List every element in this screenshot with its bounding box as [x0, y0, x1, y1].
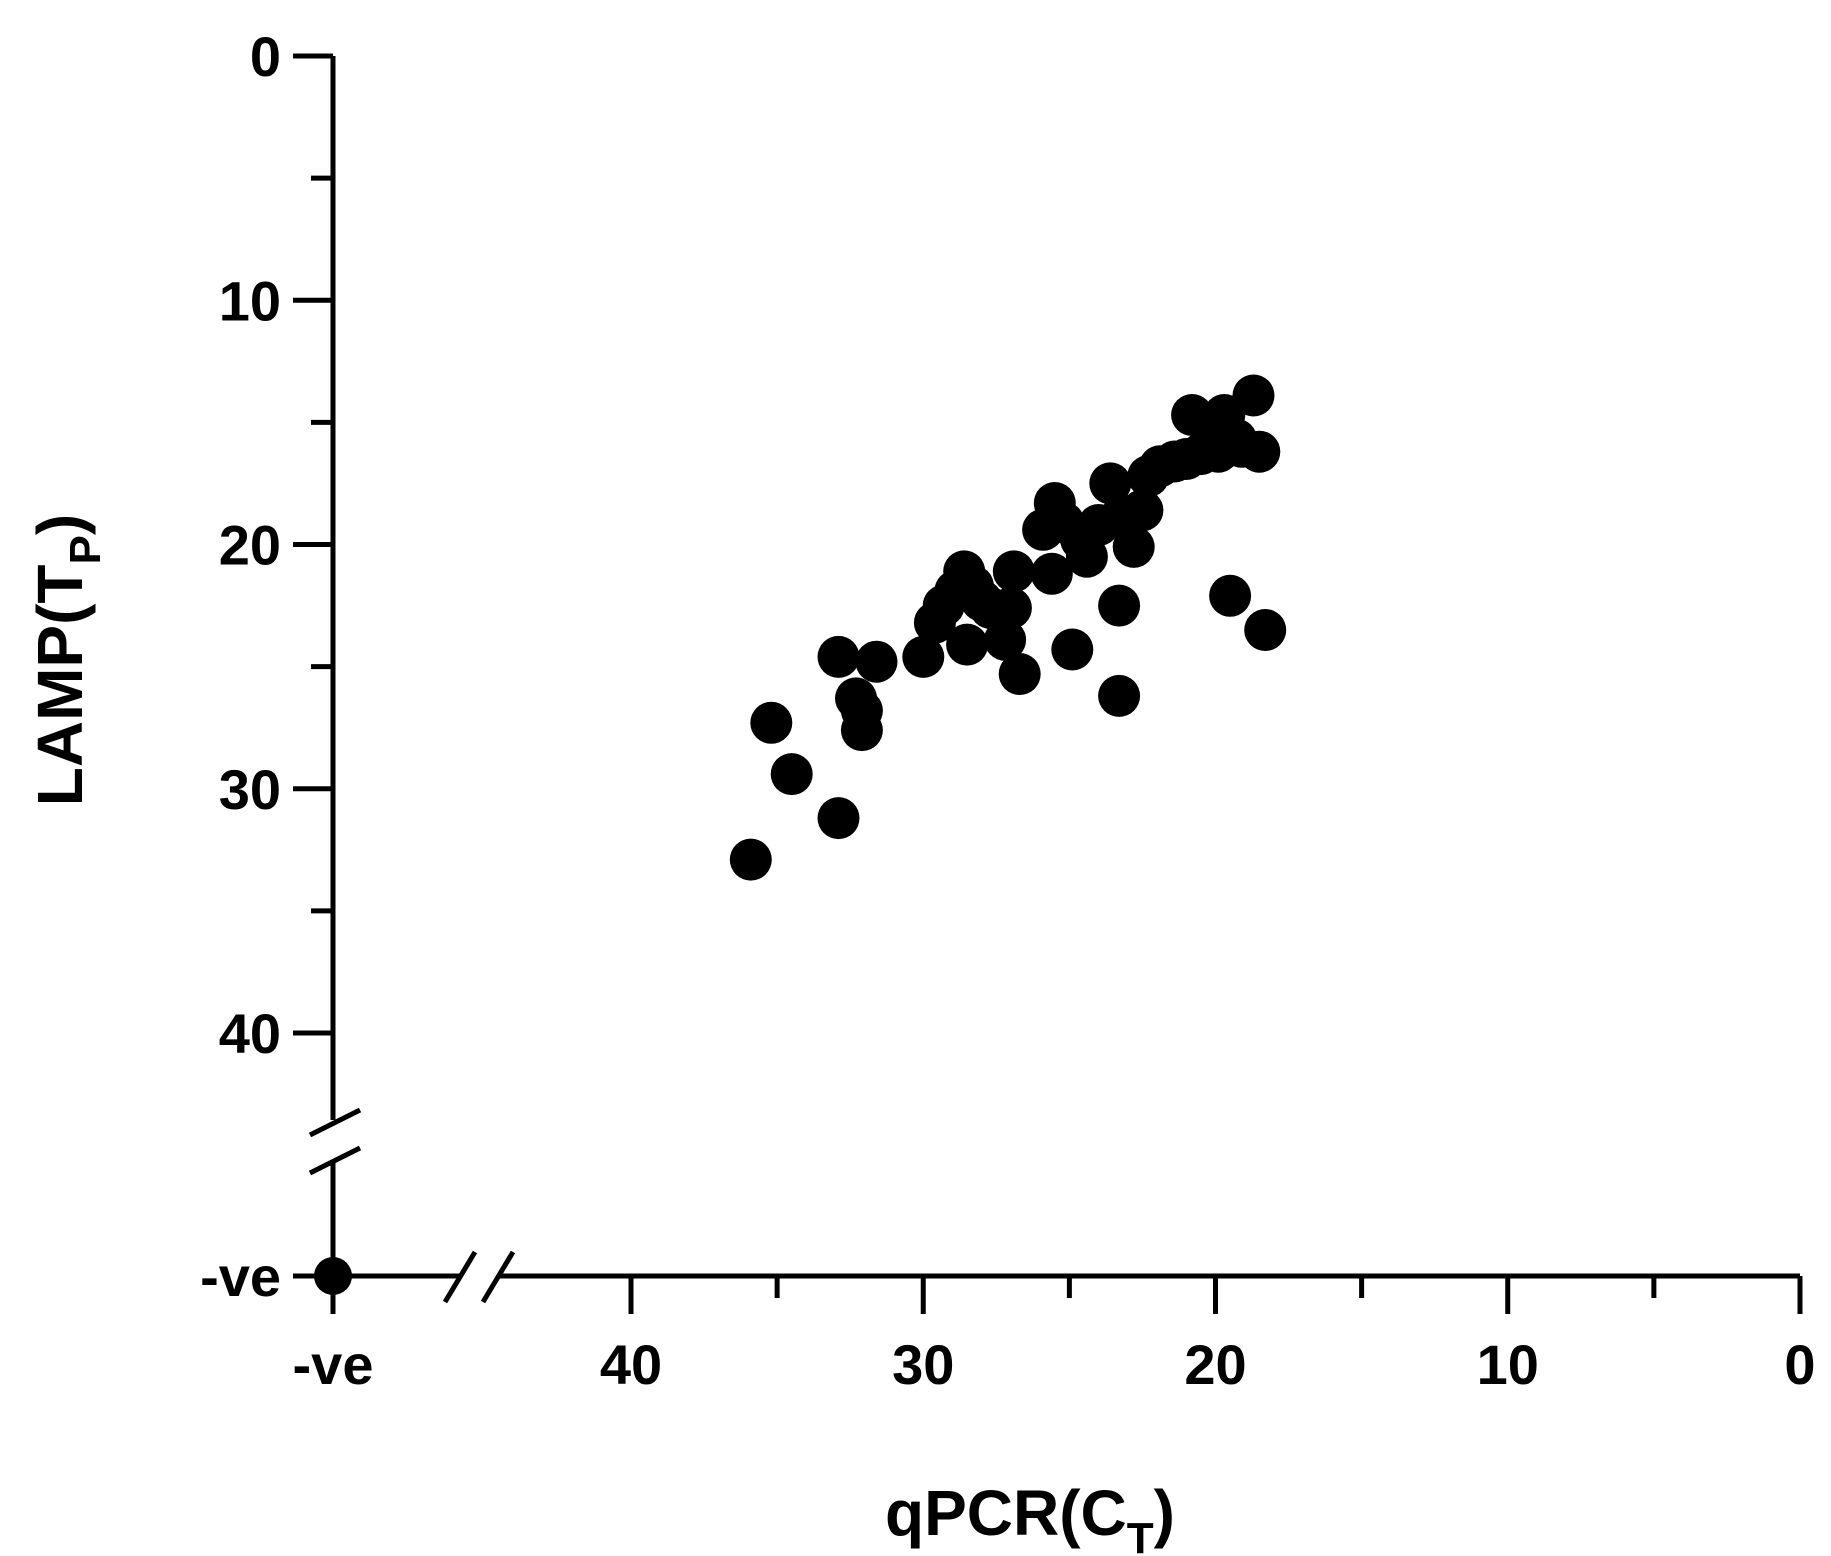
data-point — [992, 550, 1035, 593]
data-point — [817, 797, 860, 840]
data-point — [1232, 374, 1275, 417]
y-tick-label: 0 — [250, 25, 281, 88]
x-axis-break-mark — [480, 1250, 516, 1304]
x-tick-label: 40 — [600, 1333, 662, 1396]
data-point — [1098, 674, 1141, 717]
data-point — [855, 640, 898, 683]
data-point — [946, 623, 989, 666]
data-point — [1089, 462, 1132, 505]
data-point — [729, 838, 772, 881]
data-point — [1098, 584, 1141, 627]
y-tick-label-negative: -ve — [200, 1245, 281, 1308]
data-point — [1030, 552, 1073, 595]
x-tick-label: 30 — [892, 1333, 954, 1396]
y-tick-label: 10 — [219, 269, 281, 332]
data-point — [1209, 574, 1252, 617]
data-point-negative — [314, 1257, 352, 1295]
y-tick-label: 30 — [219, 758, 281, 821]
y-axis-break-mark — [308, 1145, 362, 1176]
data-point — [770, 753, 813, 796]
y-tick-label: 40 — [219, 1002, 281, 1065]
y-tick-label: 20 — [219, 514, 281, 577]
data-point — [1121, 489, 1164, 532]
x-axis-title: qPCR(CT) — [885, 1477, 1175, 1556]
axes: 0 10 20 30 40 -ve 40 30 20 10 0 -ve — [200, 25, 1816, 1396]
x-tick-label-negative: -ve — [293, 1333, 374, 1396]
data-point — [1051, 628, 1094, 671]
data-point — [817, 635, 860, 678]
x-axis-break-mark — [442, 1250, 478, 1304]
y-axis-break-mark — [308, 1107, 362, 1138]
data-point — [989, 587, 1032, 629]
x-tick-label: 0 — [1784, 1333, 1815, 1396]
x-tick-label: 10 — [1477, 1333, 1539, 1396]
data-points — [314, 374, 1287, 1295]
data-point — [750, 701, 793, 744]
x-tick-label: 20 — [1184, 1333, 1246, 1396]
data-point — [840, 709, 883, 752]
data-point — [902, 635, 945, 678]
y-axis-title: LAMP(TP) — [24, 514, 110, 806]
data-point — [1244, 609, 1287, 651]
data-point — [998, 653, 1041, 695]
data-point — [1112, 525, 1155, 568]
data-point — [984, 618, 1027, 661]
data-point — [1065, 535, 1108, 578]
data-point — [1238, 430, 1281, 473]
